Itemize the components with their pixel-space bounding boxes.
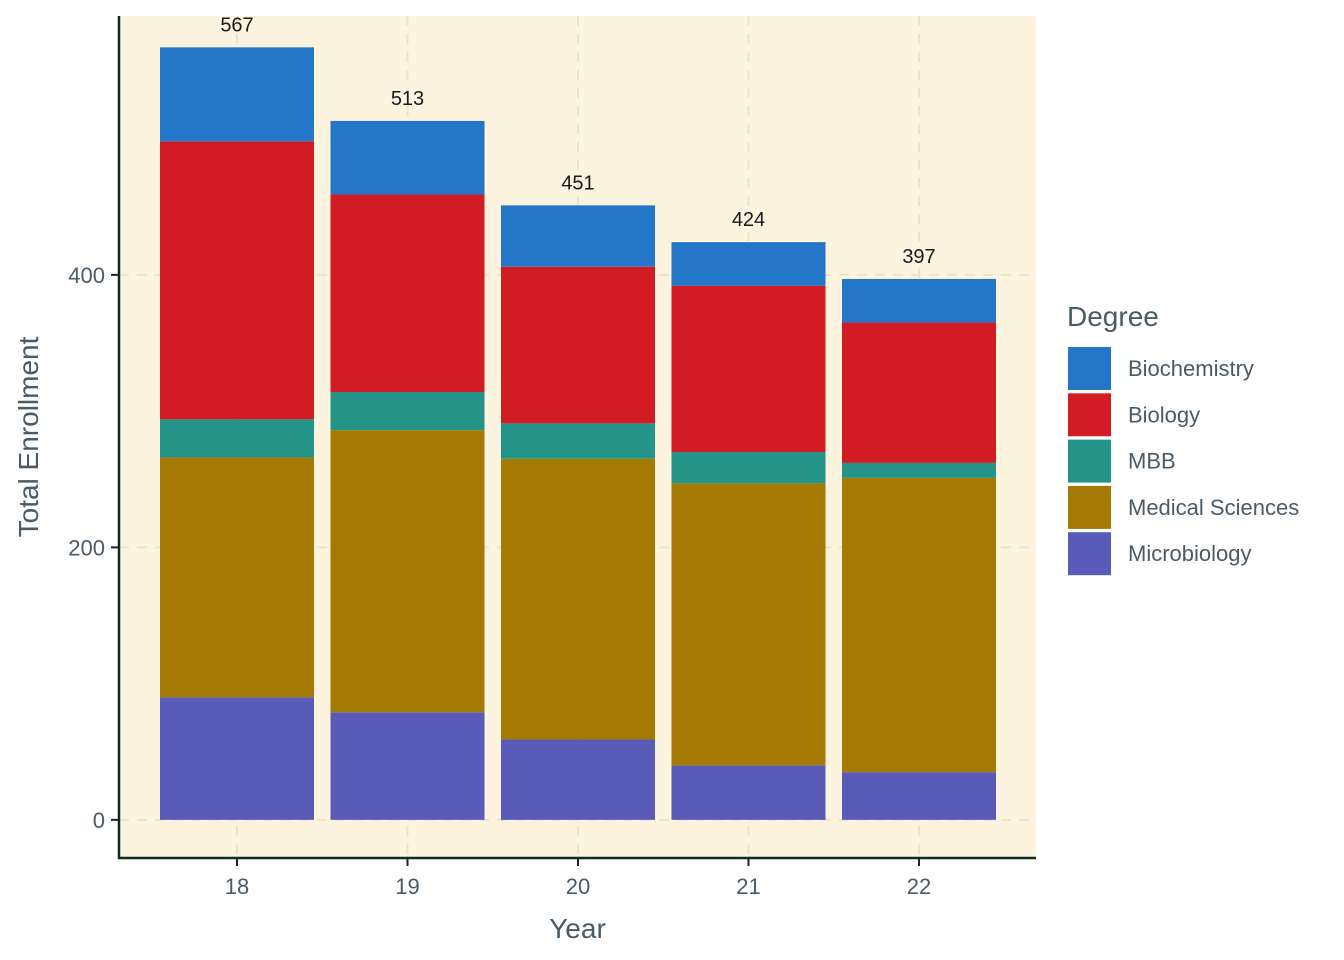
bar-segment-biology [671, 285, 826, 452]
bar-segment-microbiology [842, 772, 996, 820]
bar-segment-biology [330, 194, 485, 393]
total-label: 424 [732, 209, 765, 231]
bar-segment-biochemistry [501, 205, 655, 267]
bar-segment-medical-sciences [160, 457, 314, 698]
y-axis-ticks: 0 200 400 [68, 263, 119, 833]
bar-segment-biology [842, 322, 996, 463]
bar-segment-mbb [501, 423, 655, 459]
bar-total-labels: 567 513 451 424 397 [220, 14, 935, 268]
x-axis-title: Year [549, 913, 606, 944]
bar-segment-mbb [330, 392, 485, 431]
bar-segment-medical-sciences [501, 458, 655, 740]
x-tick-label: 21 [736, 874, 760, 899]
legend-label: Microbiology [1128, 541, 1252, 566]
bar-segment-mbb [671, 451, 826, 484]
bar-segment-microbiology [671, 765, 826, 820]
bar-segment-medical-sciences [671, 483, 826, 766]
total-label: 451 [561, 172, 594, 194]
y-tick-label: 200 [68, 535, 105, 560]
legend: Degree Biochemistry Biology MBB Medical Sci… [1067, 301, 1299, 576]
x-tick-label: 18 [225, 874, 249, 899]
legend-label: Medical Sciences [1128, 495, 1299, 520]
total-label: 397 [902, 246, 935, 268]
legend-label: Biology [1128, 402, 1200, 427]
legend-swatch-biochemistry [1068, 347, 1111, 390]
x-axis-ticks: 18 19 20 21 22 [225, 858, 931, 899]
bar-segment-biochemistry [160, 47, 314, 142]
y-tick-label: 400 [68, 263, 105, 288]
bar-segment-biochemistry [330, 120, 485, 195]
bar-segment-mbb [160, 419, 314, 458]
bar-segment-biology [501, 266, 655, 424]
bar-segment-mbb [842, 462, 996, 478]
bar-segment-biochemistry [671, 242, 826, 286]
total-label: 567 [220, 14, 253, 36]
total-label: 513 [391, 88, 424, 110]
y-tick-label: 0 [93, 808, 105, 833]
bar-segment-biology [160, 141, 314, 420]
x-tick-label: 22 [907, 874, 931, 899]
legend-swatch-microbiology [1068, 532, 1111, 576]
bar-segment-microbiology [330, 712, 485, 820]
bar-segment-biochemistry [842, 278, 996, 323]
bar-segment-medical-sciences [842, 477, 996, 773]
x-tick-label: 20 [566, 874, 590, 899]
legend-label: MBB [1128, 449, 1176, 474]
bar-segment-microbiology [160, 697, 314, 820]
bar-segment-microbiology [501, 739, 655, 820]
bar-segment-medical-sciences [330, 430, 485, 713]
legend-title: Degree [1067, 301, 1159, 332]
stacked-bars [160, 47, 996, 820]
legend-swatch-medical-sciences [1068, 485, 1111, 529]
y-axis-title: Total Enrollment [13, 336, 44, 537]
legend-swatch-biology [1068, 393, 1111, 437]
legend-label: Biochemistry [1128, 356, 1254, 381]
legend-swatch-mbb [1068, 439, 1111, 483]
x-tick-label: 19 [395, 874, 419, 899]
